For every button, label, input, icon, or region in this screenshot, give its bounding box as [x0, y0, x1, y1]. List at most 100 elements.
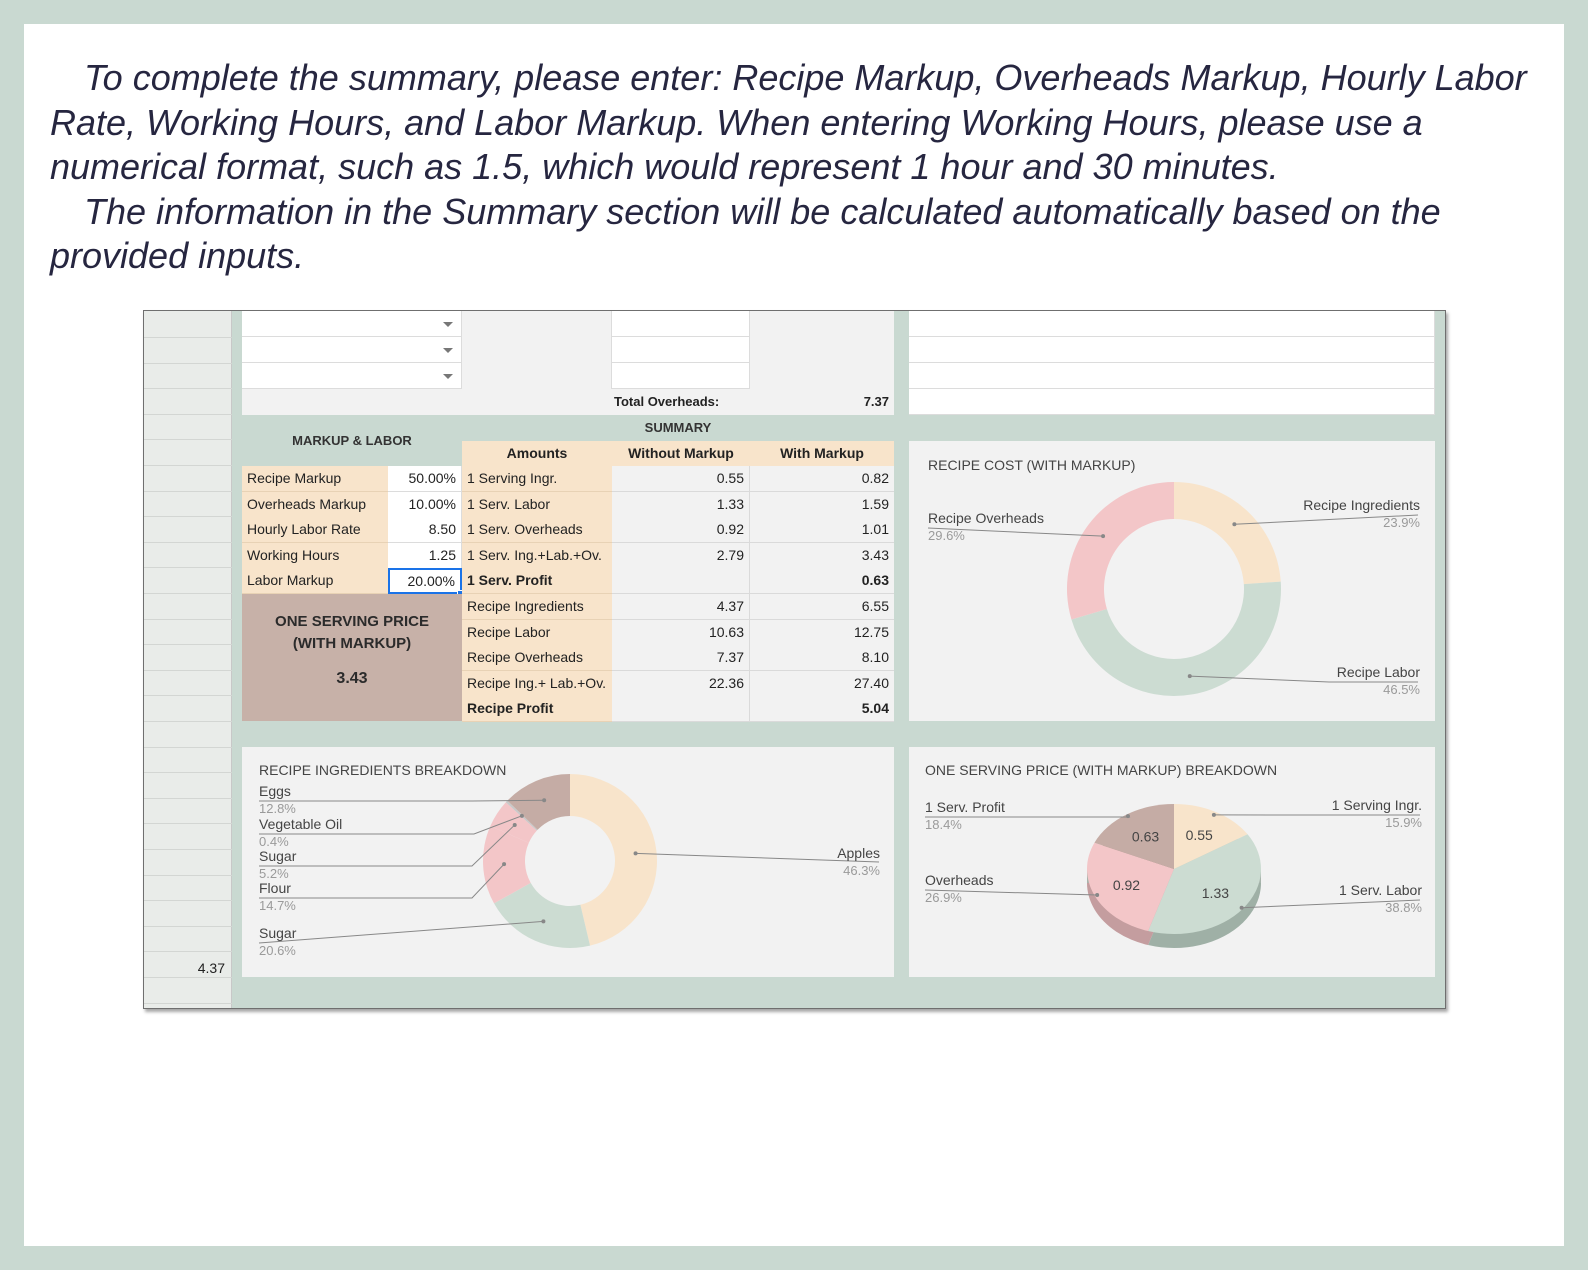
summary-row-label: 1 Serv. Profit: [462, 568, 612, 594]
summary-value-with-markup[interactable]: 1.01: [750, 517, 894, 543]
serving-price-slice[interactable]: [1087, 842, 1174, 932]
summary-value-without-markup[interactable]: 1.33: [612, 492, 750, 518]
markup-input[interactable]: 10.00%: [388, 492, 462, 518]
empty-cell[interactable]: [909, 311, 1435, 337]
ingredients-slice[interactable]: [483, 825, 531, 904]
grid-row-line: [144, 1003, 232, 1004]
markup-input[interactable]: 8.50: [388, 517, 462, 543]
summary-value-with-markup[interactable]: 8.10: [750, 645, 894, 671]
instructions-paragraph-2-text: The information in the Summary section w…: [50, 190, 1441, 277]
serving-price-slice[interactable]: [1174, 804, 1248, 869]
price-box-label-1: ONE SERVING PRICE: [275, 613, 429, 630]
ingredients-chart-title: RECIPE INGREDIENTS BREAKDOWN: [259, 762, 507, 778]
grid-row-line: [144, 619, 232, 620]
grid-row-line: [144, 926, 232, 927]
empty-cell[interactable]: [612, 363, 750, 389]
leader-line: [259, 815, 523, 835]
price-box-value[interactable]: 3.43: [336, 670, 368, 687]
summary-value-with-markup[interactable]: 12.75: [750, 620, 894, 646]
dropdown-cell-3[interactable]: [242, 363, 462, 389]
summary-value-without-markup[interactable]: 22.36: [612, 671, 750, 697]
grid-row-line: [144, 439, 232, 440]
empty-cell[interactable]: [462, 311, 612, 389]
summary-value-without-markup[interactable]: 10.63: [612, 620, 750, 646]
leader-dot: [512, 822, 517, 827]
empty-cell[interactable]: [750, 311, 894, 389]
summary-header-amounts: Amounts: [462, 441, 612, 467]
leader-line: [1234, 514, 1419, 525]
ingredients-slice[interactable]: [490, 802, 537, 843]
serving-price-slice[interactable]: [1094, 804, 1174, 869]
summary-value-with-markup[interactable]: 0.82: [750, 466, 894, 492]
summary-value-with-markup[interactable]: 0.63: [750, 568, 894, 594]
summary-value-with-markup[interactable]: 27.40: [750, 671, 894, 697]
dropdown-cell-2[interactable]: [242, 337, 462, 363]
serving-price-chart-title: ONE SERVING PRICE (WITH MARKUP) BREAKDOW…: [925, 762, 1278, 778]
summary-value-without-markup[interactable]: 4.37: [612, 594, 750, 620]
grid-row-line: [144, 465, 232, 466]
recipe-cost-slice[interactable]: [1067, 482, 1174, 620]
empty-cell[interactable]: [909, 363, 1435, 389]
summary-value-with-markup[interactable]: 3.43: [750, 543, 894, 569]
leader-dot: [519, 813, 524, 818]
markup-input[interactable]: 20.00%: [388, 568, 462, 594]
grid-row-line: [144, 542, 232, 543]
legend-label-recipe-overheads: Recipe Overheads: [928, 510, 1044, 526]
grid-row-line: [144, 951, 232, 952]
summary-value-without-markup[interactable]: [612, 568, 750, 594]
summary-value-without-markup[interactable]: 0.92: [612, 517, 750, 543]
recipe-cost-slice[interactable]: [1071, 581, 1281, 696]
empty-cell[interactable]: [612, 311, 750, 337]
summary-value-with-markup[interactable]: 1.59: [750, 492, 894, 518]
ingredients-slice[interactable]: [494, 882, 591, 948]
grid-row-line: [144, 798, 232, 799]
summary-value-with-markup[interactable]: 6.55: [750, 594, 894, 620]
legend-pct-eggs: 12.8%: [259, 801, 296, 816]
summary-row-label: Recipe Ingredients: [462, 594, 612, 620]
legend-pct-sugar: 20.6%: [259, 943, 296, 958]
dropdown-arrow-icon[interactable]: [443, 322, 453, 327]
empty-cell[interactable]: [612, 337, 750, 363]
dropdown-arrow-icon[interactable]: [443, 348, 453, 353]
legend-pct-serv-labor: 38.8%: [1385, 900, 1422, 915]
summary-row-label: Recipe Ing.+ Lab.+Ov.: [462, 671, 612, 697]
grid-row-line: [144, 747, 232, 748]
total-overheads-label: Total Overheads:: [614, 394, 720, 409]
summary-value-without-markup[interactable]: [612, 696, 750, 722]
leader-line: [258, 920, 544, 944]
legend-label-recipe-labor: Recipe Labor: [1336, 664, 1420, 680]
leader-dot: [1095, 893, 1100, 898]
markup-label: Hourly Labor Rate: [242, 517, 388, 543]
empty-cell[interactable]: [909, 389, 1435, 415]
ingredients-slice[interactable]: [570, 774, 658, 946]
markup-label: Overheads Markup: [242, 492, 388, 518]
dropdown-arrow-icon[interactable]: [443, 374, 453, 379]
leader-dot: [542, 798, 547, 803]
slice-value-label: 0.55: [1186, 827, 1213, 843]
grid-row-line: [144, 670, 232, 671]
ingredients-slice[interactable]: [507, 774, 570, 830]
legend-label-recipe-ingredients: Recipe Ingredients: [1303, 497, 1420, 513]
total-overheads-value[interactable]: 7.37: [863, 394, 889, 409]
summary-value-without-markup[interactable]: 7.37: [612, 645, 750, 671]
summary-value-without-markup[interactable]: 0.55: [612, 466, 750, 492]
empty-cell[interactable]: [909, 337, 1435, 363]
serving-price-slice[interactable]: [1148, 834, 1261, 934]
markup-input[interactable]: 50.00%: [388, 466, 462, 492]
recipe-cost-chart-panel: RECIPE COST (WITH MARKUP) Recipe Ingredi…: [909, 441, 1435, 721]
summary-row-label: 1 Serving Ingr.: [462, 466, 612, 492]
leader-dot: [1125, 814, 1130, 819]
instructions-paragraph-1-text: To complete the summary, please enter: R…: [50, 57, 1527, 187]
left-total-value[interactable]: 4.37: [197, 960, 225, 976]
recipe-cost-chart-title: RECIPE COST (WITH MARKUP): [928, 457, 1136, 473]
leader-line: [259, 863, 505, 899]
instructions-paragraph-2: The information in the Summary section w…: [50, 190, 1540, 279]
markup-input[interactable]: 1.25: [388, 543, 462, 569]
legend-pct-apples: 46.3%: [843, 863, 880, 878]
summary-value-with-markup[interactable]: 5.04: [750, 696, 894, 722]
recipe-ingredients-chart-panel: RECIPE INGREDIENTS BREAKDOWN Eggs 12.8% …: [242, 747, 894, 977]
dropdown-cell-1[interactable]: [242, 311, 462, 337]
summary-value-without-markup[interactable]: 2.79: [612, 543, 750, 569]
recipe-cost-slice[interactable]: [1174, 482, 1281, 585]
grid-row-line: [144, 900, 232, 901]
